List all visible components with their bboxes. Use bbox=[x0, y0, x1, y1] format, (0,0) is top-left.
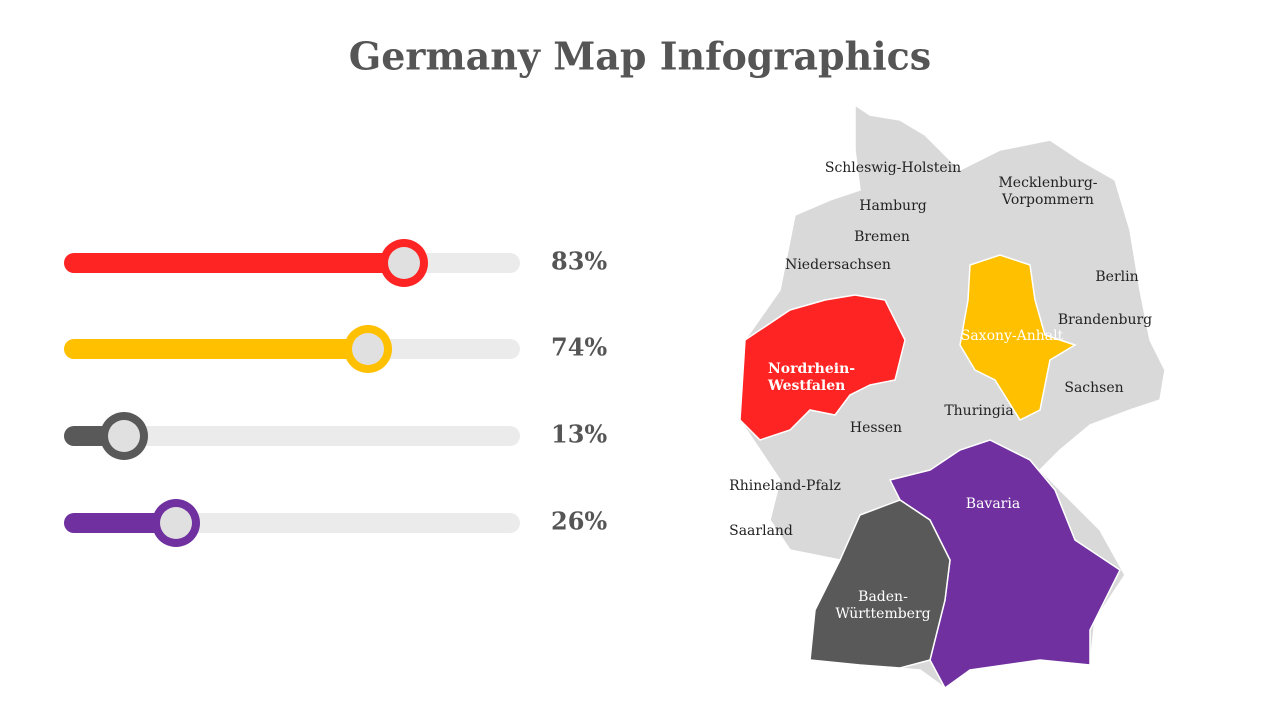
region-label: Vorpommern bbox=[1001, 192, 1094, 208]
region-saxony-anhalt bbox=[959, 254, 1077, 421]
region-label: Thuringia bbox=[944, 403, 1013, 419]
slider-fill bbox=[64, 339, 368, 359]
region-label: Hessen bbox=[850, 420, 902, 436]
region-label: Schleswig-Holstein bbox=[825, 160, 961, 176]
slider-fill bbox=[64, 253, 404, 273]
percent-label: 26% bbox=[551, 507, 607, 536]
region-label: Saarland bbox=[729, 523, 793, 539]
region-label: Bremen bbox=[854, 229, 910, 245]
percent-label: 13% bbox=[551, 420, 607, 449]
region-label: Brandenburg bbox=[1058, 312, 1152, 328]
region-label: Rhineland-Pfalz bbox=[729, 478, 841, 494]
map bbox=[739, 103, 1166, 690]
slider-knob-inner bbox=[352, 333, 384, 365]
region-label: Sachsen bbox=[1064, 380, 1123, 396]
region-label: Nordrhein- bbox=[768, 361, 855, 377]
region-label: Saxony-Anhalt bbox=[961, 328, 1064, 344]
title: Germany Map Infographics bbox=[349, 34, 931, 79]
region-label: Berlin bbox=[1095, 269, 1138, 285]
slider-knob-inner bbox=[108, 420, 140, 452]
slider-knob-inner bbox=[388, 247, 420, 279]
region-label: Württemberg bbox=[835, 606, 930, 622]
region-label: Bavaria bbox=[966, 496, 1020, 512]
percent-label: 83% bbox=[551, 247, 607, 276]
region-label: Hamburg bbox=[859, 198, 927, 214]
region-label: Niedersachsen bbox=[785, 257, 891, 273]
region-label: Baden- bbox=[858, 589, 908, 605]
slider-knob-inner bbox=[160, 507, 192, 539]
region-label: Westfalen bbox=[767, 378, 845, 394]
region-label: Mecklenburg- bbox=[998, 175, 1097, 191]
slider-track bbox=[64, 426, 520, 446]
percent-label: 74% bbox=[551, 333, 607, 362]
region-nrw bbox=[739, 294, 906, 441]
region-baden bbox=[809, 499, 951, 669]
slider-fill bbox=[64, 513, 176, 533]
